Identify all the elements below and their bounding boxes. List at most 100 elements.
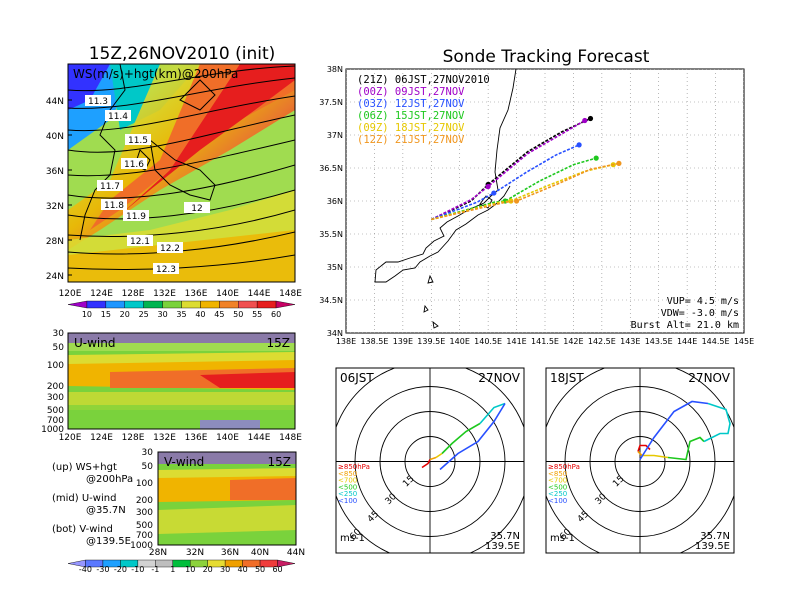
colorbar-swatch bbox=[86, 300, 107, 309]
hodo-level-label: <700 bbox=[338, 477, 357, 485]
track-line bbox=[431, 163, 614, 221]
contour-label-bg bbox=[85, 95, 111, 106]
colorbar-label: 60 bbox=[271, 310, 281, 319]
map-lat-tick: 32N bbox=[46, 202, 64, 212]
colorbar-label: 40 bbox=[238, 565, 248, 574]
y-tick-label: 35.5N bbox=[319, 230, 343, 239]
hodo-trace bbox=[435, 452, 443, 459]
uwind-lon-tick: 124E bbox=[90, 433, 113, 443]
contour-label: 11.6 bbox=[124, 160, 144, 170]
uwind-time: 15Z bbox=[267, 336, 291, 350]
map-lon-tick: 144E bbox=[248, 289, 271, 299]
uwind-p-tick: 100 bbox=[47, 361, 64, 371]
info-vdw: VDW= -3.0 m/s bbox=[661, 308, 739, 319]
hodo-level-label: ≥850hPa bbox=[338, 463, 370, 471]
tracking-grid bbox=[346, 69, 744, 333]
contour-label-bg bbox=[157, 242, 183, 253]
hodo-unit: ms-1 bbox=[550, 533, 575, 544]
hodo-trace bbox=[642, 454, 669, 459]
uwind-label: U-wind bbox=[74, 336, 115, 350]
info-vup: VUP= 4.5 m/s bbox=[667, 296, 739, 307]
vwind-p-tick: 300 bbox=[136, 508, 153, 518]
colorbar-label: -20 bbox=[114, 565, 127, 574]
contour-label: 11.7 bbox=[100, 182, 120, 192]
vwind-time: 15Z bbox=[268, 455, 292, 469]
x-tick-label: 144.5E bbox=[702, 337, 730, 346]
hodo-trace bbox=[639, 400, 709, 460]
colorbar-swatch bbox=[238, 300, 258, 309]
colorbar-label: 20 bbox=[120, 310, 130, 319]
colorbar-label: -30 bbox=[96, 565, 109, 574]
y-tick-label: 34N bbox=[327, 329, 343, 338]
contour-label: 11.8 bbox=[104, 201, 124, 211]
x-tick-label: 139.5E bbox=[417, 337, 445, 346]
hodo-trace bbox=[703, 402, 731, 443]
track-line bbox=[430, 119, 586, 221]
tracking-series bbox=[430, 115, 622, 221]
hodo-lat: 35.7N bbox=[700, 531, 730, 542]
uwind-lon-ticks: 120E 124E 128E 132E 136E 140E 144E 148E bbox=[59, 433, 303, 443]
vwind-label: V-wind bbox=[164, 455, 204, 469]
x-tick-label: 141E bbox=[506, 337, 526, 346]
map-lon-tick: 128E bbox=[122, 289, 145, 299]
colorbar-swatch bbox=[277, 559, 296, 568]
track-line bbox=[430, 117, 591, 221]
contour-label-bg bbox=[127, 235, 153, 246]
map-lon-tick: 120E bbox=[59, 289, 82, 299]
hodo-trace bbox=[421, 459, 431, 469]
note-mid-title: (mid) U-wind bbox=[52, 493, 116, 504]
legend-entry: (06Z) 15JST,27NOV bbox=[357, 110, 465, 122]
colorbar-label: 10 bbox=[82, 310, 92, 319]
track-burst-point bbox=[485, 183, 491, 190]
contour-label: 12.2 bbox=[160, 244, 180, 254]
ws-map-panel: WS(m/s)+hgt(km)@200hPa 11.311.411.511.61… bbox=[46, 63, 302, 299]
colorbar-label: -40 bbox=[79, 565, 92, 574]
vwind-lat-tick: 28N bbox=[149, 548, 167, 558]
legend-entry: (09Z) 18JST,27NOV bbox=[357, 122, 465, 134]
colorbar-label: -1 bbox=[151, 565, 159, 574]
uwind-p-tick: 500 bbox=[47, 406, 64, 416]
colorbar-label: 15 bbox=[101, 310, 111, 319]
wind-colorbar: -40 -30 -20 -10 -1 1 10 20 30 40 50 60 bbox=[67, 559, 296, 574]
hodo-trace bbox=[439, 403, 506, 471]
hodo-lon: 139.5E bbox=[695, 541, 730, 552]
colorbar-label: 50 bbox=[255, 565, 265, 574]
note-bot-title: (bot) V-wind bbox=[52, 524, 113, 535]
ws-colorbar: 10 15 20 25 30 35 40 45 50 55 60 bbox=[67, 300, 296, 319]
vwind-lat-tick: 32N bbox=[186, 548, 204, 558]
hodo-time: 06JST bbox=[340, 371, 374, 385]
contour-label-bg bbox=[97, 180, 123, 191]
hodo-lon: 139.5E bbox=[485, 541, 520, 552]
contour-label: 11.4 bbox=[108, 112, 128, 122]
vwind-lat-tick: 40N bbox=[251, 548, 269, 558]
hodo-date: 27NOV bbox=[478, 371, 520, 385]
x-tick-label: 142.5E bbox=[588, 337, 616, 346]
uwind-lon-tick: 140E bbox=[216, 433, 239, 443]
hodo-level-label: ≥850hPa bbox=[548, 463, 580, 471]
vwind-p-tick: 50 bbox=[142, 462, 154, 472]
contour-label: 12.3 bbox=[156, 265, 176, 275]
map-lat-tick: 28N bbox=[46, 237, 64, 247]
x-tick-label: 140E bbox=[450, 337, 470, 346]
hodo-level-label: <100 bbox=[338, 497, 357, 505]
info-burst: Burst Alt= 21.0 km bbox=[631, 320, 739, 331]
colorbar-label: 1 bbox=[170, 565, 175, 574]
track-end-point bbox=[593, 155, 599, 161]
uwind-lon-tick: 148E bbox=[279, 433, 302, 443]
hodo-trace bbox=[479, 402, 506, 425]
x-tick-label: 141.5E bbox=[531, 337, 559, 346]
left-title: 15Z,26NOV2010 (init) bbox=[89, 44, 276, 64]
x-tick-label: 139E bbox=[393, 337, 413, 346]
uwind-p-tick: 50 bbox=[53, 343, 65, 353]
ws-panel-label: WS(m/s)+hgt(km)@200hPa bbox=[73, 67, 238, 81]
colorbar-swatch bbox=[219, 300, 239, 309]
tracking-panel: 138E 138.5E 139E 139.5E 140E 140.5E 141E 141.5E… bbox=[319, 65, 754, 346]
hodo-level-label: <500 bbox=[548, 483, 567, 491]
uwind-lon-tick: 144E bbox=[248, 433, 271, 443]
note-mid-sub: @35.7N bbox=[86, 505, 126, 516]
uwind-lon-tick: 128E bbox=[122, 433, 145, 443]
y-tick-label: 36.5N bbox=[319, 164, 343, 173]
hodo-level-label: <500 bbox=[338, 483, 357, 491]
